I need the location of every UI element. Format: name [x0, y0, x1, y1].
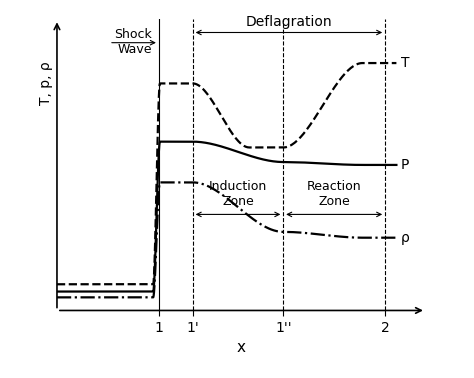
- Text: T, p, ρ: T, p, ρ: [39, 62, 53, 105]
- Text: Reaction
Zone: Reaction Zone: [307, 180, 362, 208]
- Text: Induction
Zone: Induction Zone: [209, 180, 267, 208]
- Text: Deflagration: Deflagration: [246, 15, 332, 29]
- Text: T: T: [401, 56, 410, 70]
- Text: P: P: [401, 158, 410, 172]
- X-axis label: x: x: [237, 341, 246, 355]
- Text: ρ: ρ: [401, 231, 410, 245]
- Text: Shock
Wave: Shock Wave: [114, 28, 152, 56]
